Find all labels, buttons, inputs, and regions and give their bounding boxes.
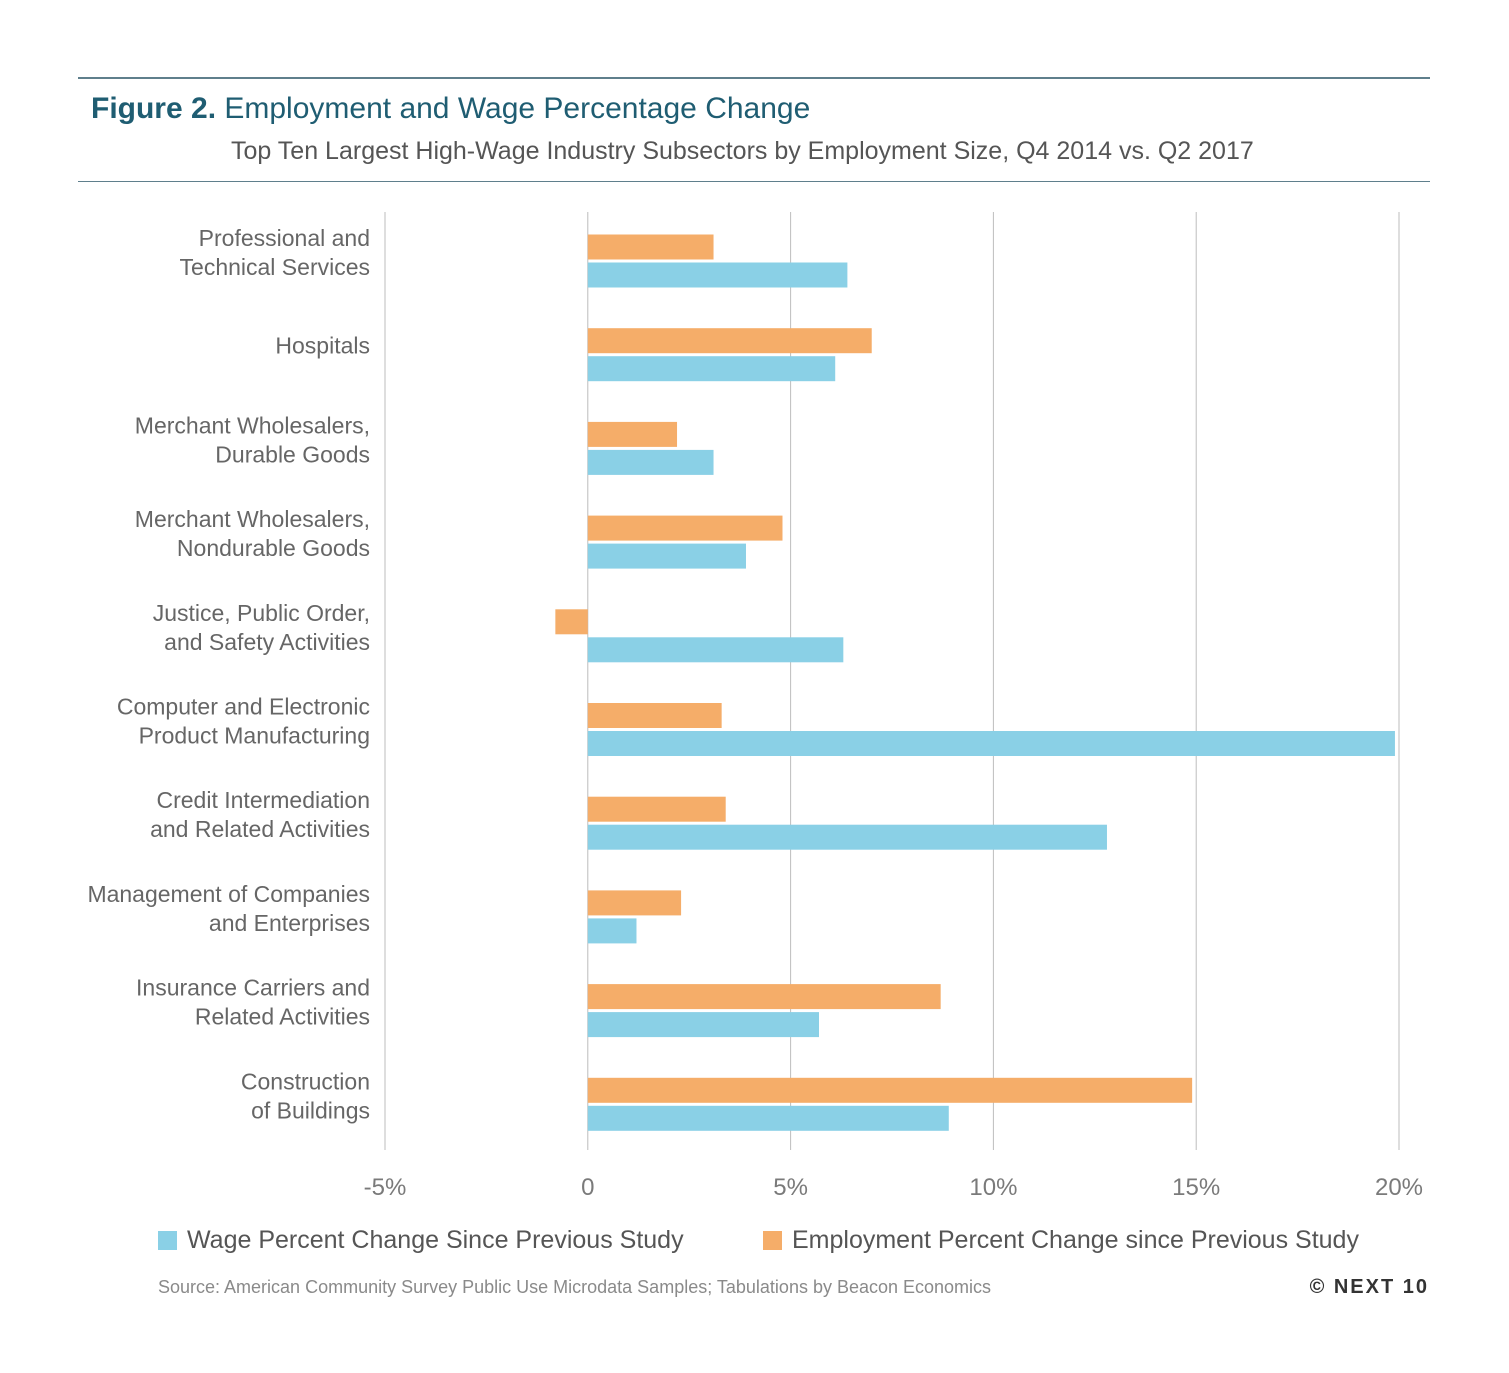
category-label-line: Merchant Wholesalers, [135, 412, 370, 438]
bar-employment [587, 234, 714, 260]
x-tick-label: 15% [1172, 1174, 1220, 1201]
category-label-line: Hospitals [275, 333, 370, 359]
bar-wage [587, 731, 1395, 756]
category-label: Professional and Technical Services [180, 225, 370, 280]
category-label-line: and Safety Activities [164, 629, 370, 655]
x-tick-label: -5% [364, 1174, 407, 1201]
category-label-line: Product Manufacturing [139, 723, 370, 749]
category-label-line: Management of Companies [87, 881, 370, 907]
category-label-line: Construction [241, 1068, 370, 1094]
x-tick-label: 0 [581, 1174, 594, 1201]
category-label-line: Credit Intermediation [157, 787, 371, 813]
bar-wage [587, 543, 746, 569]
copyright-logo: © NEXT 10 [1309, 1276, 1429, 1298]
bar-employment [587, 328, 872, 354]
x-tick-label: 5% [773, 1174, 808, 1201]
legend-label-wage: Wage Percent Change Since Previous Study [187, 1226, 684, 1254]
category-label: Justice, Public Order, and Safety Activit… [153, 600, 370, 655]
source-note: Source: American Community Survey Public… [158, 1277, 992, 1297]
category-label: Merchant Wholesalers, Durable Goods [135, 412, 370, 467]
category-label-line: Merchant Wholesalers, [135, 506, 370, 532]
bar-employment [587, 1077, 1193, 1103]
category-label: Insurance Carriers and Related Activities [136, 975, 370, 1030]
category-label: Credit Intermediation and Related Activit… [150, 787, 370, 842]
bar-wage [587, 449, 714, 475]
legend-label-employment: Employment Percent Change since Previous… [792, 1226, 1359, 1254]
bar-wage [587, 637, 844, 663]
category-label: Computer and Electronic Product Manufactu… [117, 694, 370, 749]
category-label-line: Professional and [199, 225, 370, 251]
header-bottom-rule [78, 181, 1430, 182]
bar-employment [555, 609, 588, 635]
chart-title: Figure 2. Employment and Wage Percentage… [91, 92, 810, 126]
bar-employment [587, 515, 783, 541]
legend-swatch-employment [763, 1231, 782, 1250]
x-tick-label: 10% [969, 1174, 1017, 1201]
figure-title: Employment and Wage Percentage Change [224, 92, 811, 125]
header-top-rule [78, 77, 1430, 79]
category-label-line: and Enterprises [209, 910, 370, 936]
legend-item-wage: Wage Percent Change Since Previous Study [158, 1226, 684, 1255]
bar-wage [587, 1105, 949, 1131]
bar-wage [587, 824, 1107, 850]
category-label-line: Technical Services [180, 254, 370, 280]
bar-employment [587, 984, 941, 1010]
category-label-line: Insurance Carriers and [136, 975, 370, 1001]
category-label-line: of Buildings [251, 1097, 370, 1123]
category-label: Management of Companies and Enterprises [87, 881, 370, 936]
category-label-line: Durable Goods [215, 441, 370, 467]
legend-swatch-wage [158, 1231, 177, 1250]
bar-employment [587, 890, 682, 916]
category-label-line: and Related Activities [150, 816, 370, 842]
chart-subtitle: Top Ten Largest High-Wage Industry Subse… [231, 137, 1254, 165]
bar-employment [587, 421, 678, 447]
figure-label: Figure 2. [91, 92, 217, 125]
category-label-line: Justice, Public Order, [153, 600, 370, 626]
bar-wage [587, 356, 836, 382]
category-label-line: Related Activities [195, 1004, 370, 1030]
legend-item-employment: Employment Percent Change since Previous… [763, 1226, 1359, 1255]
bar-wage [587, 918, 637, 944]
bar-employment [587, 703, 722, 728]
category-label-line: Nondurable Goods [177, 535, 370, 561]
category-label: Merchant Wholesalers, Nondurable Goods [135, 506, 370, 561]
category-label: Construction of Buildings [241, 1068, 370, 1123]
x-tick-label: 20% [1375, 1174, 1423, 1201]
bar-wage [587, 1012, 819, 1038]
category-label-line: Computer and Electronic [117, 694, 370, 720]
bar-wage [587, 262, 848, 288]
category-label: Hospitals [275, 333, 370, 359]
bar-employment [587, 796, 726, 822]
